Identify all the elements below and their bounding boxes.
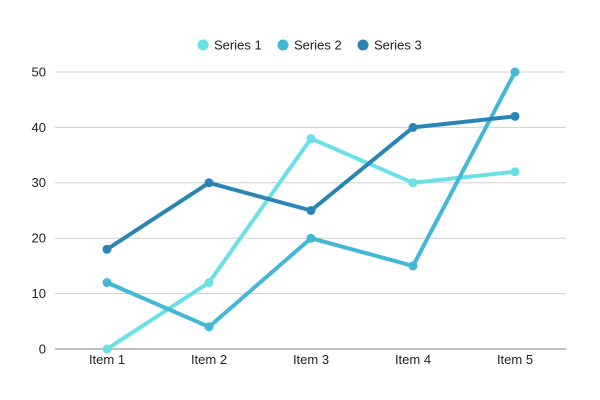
- y-tick-label: 0: [39, 341, 46, 356]
- data-point: [510, 167, 520, 177]
- data-point: [306, 133, 316, 143]
- series-line: [105, 70, 517, 329]
- x-tick-label: Item 3: [293, 352, 329, 367]
- legend-label: Series 1: [214, 37, 262, 52]
- data-point: [102, 344, 112, 354]
- x-axis: Item 1 Item 2 Item 3 Item 4 Item 5: [55, 348, 566, 367]
- series-3: [102, 111, 520, 254]
- legend-item: Series 1: [197, 37, 262, 52]
- data-point: [510, 67, 520, 77]
- data-point: [408, 178, 418, 188]
- legend-label: Series 3: [374, 37, 422, 52]
- legend-item: Series 2: [277, 37, 342, 52]
- data-point: [306, 206, 316, 215]
- x-tick-label: Item 5: [497, 352, 533, 367]
- data-point: [204, 278, 214, 288]
- series-lines: [102, 67, 520, 354]
- y-tick-label: 10: [32, 286, 46, 301]
- y-tick-label: 30: [32, 175, 46, 190]
- legend-item: Series 3: [357, 37, 422, 52]
- data-point: [510, 111, 520, 121]
- data-point: [102, 278, 112, 288]
- data-point: [204, 322, 214, 332]
- data-point: [408, 122, 418, 132]
- x-tick-label: Item 2: [191, 352, 227, 367]
- x-tick-label: Item 4: [395, 352, 431, 367]
- y-tick-label: 50: [32, 64, 46, 79]
- data-point: [102, 244, 112, 254]
- legend-swatch: [277, 39, 289, 51]
- series-1: [102, 133, 520, 354]
- data-point: [306, 233, 316, 243]
- legend-swatch: [357, 39, 369, 51]
- series-line: [105, 136, 517, 351]
- data-point: [204, 178, 214, 188]
- legend-swatch: [197, 39, 209, 51]
- data-point: [408, 261, 418, 271]
- y-tick-label: 40: [32, 120, 46, 135]
- series-2: [102, 67, 520, 332]
- y-tick-label: 20: [32, 231, 46, 246]
- grid-lines: 0 10 20 30 40 50: [32, 64, 566, 356]
- legend: Series 1 Series 2 Series 3: [197, 37, 422, 52]
- legend-label: Series 2: [294, 37, 342, 52]
- x-tick-label: Item 1: [89, 352, 125, 367]
